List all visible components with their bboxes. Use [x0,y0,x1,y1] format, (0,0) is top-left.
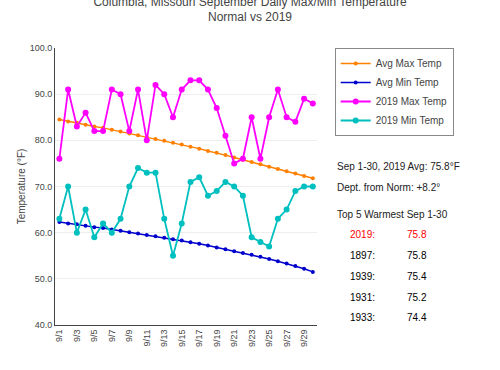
svg-text:9/1: 9/1 [54,330,64,343]
svg-text:9/15: 9/15 [177,330,187,348]
svg-text:Avg Max Temp: Avg Max Temp [376,58,442,69]
svg-text:9/17: 9/17 [194,330,204,348]
svg-text:9/9: 9/9 [124,330,134,343]
svg-text:2019 Max Temp: 2019 Max Temp [376,96,447,107]
svg-text:2019 Min Temp: 2019 Min Temp [376,115,445,126]
svg-text:2019:: 2019: [350,229,375,240]
svg-text:60.0: 60.0 [35,228,53,238]
svg-text:50.0: 50.0 [35,274,53,284]
svg-text:1931:: 1931: [350,292,375,303]
svg-text:75.2: 75.2 [407,292,427,303]
svg-text:Top 5 Warmest Sep 1-30: Top 5 Warmest Sep 1-30 [337,209,448,220]
svg-text:Dept. from Norm: +8.2°: Dept. from Norm: +8.2° [337,182,440,193]
svg-text:9/3: 9/3 [72,330,82,343]
svg-text:9/29: 9/29 [299,330,309,348]
svg-text:1933:: 1933: [350,312,375,323]
svg-text:9/11: 9/11 [142,330,152,347]
svg-text:1939:: 1939: [350,271,375,282]
svg-text:9/25: 9/25 [264,330,274,348]
svg-text:Avg Min Temp: Avg Min Temp [376,77,439,88]
svg-text:75.4: 75.4 [407,271,427,282]
svg-text:9/21: 9/21 [229,330,239,348]
svg-text:70.0: 70.0 [35,182,53,192]
svg-text:9/7: 9/7 [107,330,117,343]
svg-text:9/13: 9/13 [159,330,169,348]
svg-text:9/23: 9/23 [247,330,257,348]
svg-text:9/5: 9/5 [89,330,99,343]
svg-text:75.8: 75.8 [407,250,427,261]
svg-text:Columbia, Missouri September D: Columbia, Missouri September Daily Max/M… [93,0,407,24]
svg-text:1897:: 1897: [350,250,375,261]
svg-text:Temperature (°F): Temperature (°F) [16,149,27,225]
svg-text:9/27: 9/27 [282,330,292,348]
svg-text:9/19: 9/19 [212,330,222,348]
svg-text:80.0: 80.0 [35,135,53,145]
svg-text:90.0: 90.0 [35,89,53,99]
svg-text:40.0: 40.0 [35,320,53,330]
svg-text:74.4: 74.4 [407,312,427,323]
svg-text:100.0: 100.0 [30,43,53,53]
svg-text:Sep 1-30, 2019 Avg: 75.8°F: Sep 1-30, 2019 Avg: 75.8°F [337,161,460,172]
svg-text:75.8: 75.8 [407,229,427,240]
